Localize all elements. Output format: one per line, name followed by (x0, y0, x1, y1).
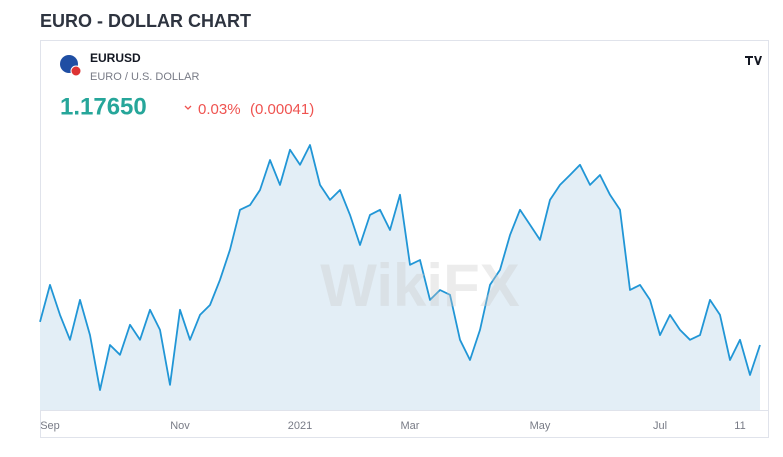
flag-icon (60, 55, 82, 77)
page-title: EURO - DOLLAR CHART (40, 11, 251, 31)
tv-logo[interactable] (740, 50, 766, 70)
x-tick-label: Nov (170, 420, 190, 432)
x-tick-label: May (530, 420, 551, 432)
x-tick-label: 11 (734, 420, 745, 432)
price-line (39, 144, 761, 391)
area (40, 145, 760, 410)
down-arrow (184, 105, 192, 110)
symbol-description: EURO / U.S. DOLLAR (90, 71, 199, 83)
price: 1.17650 (60, 93, 147, 120)
watermark: WikiFX (320, 252, 519, 319)
change-value: (0.00041) (250, 101, 314, 118)
change-percent: 0.03% (198, 101, 241, 118)
x-tick-label: 2021 (288, 420, 312, 432)
plot (39, 144, 761, 410)
x-tick-label: Mar (401, 420, 420, 432)
x-tick-label: Sep (40, 420, 60, 432)
symbol[interactable]: EURUSD (90, 51, 141, 65)
x-tick-label: Jul (653, 420, 667, 432)
